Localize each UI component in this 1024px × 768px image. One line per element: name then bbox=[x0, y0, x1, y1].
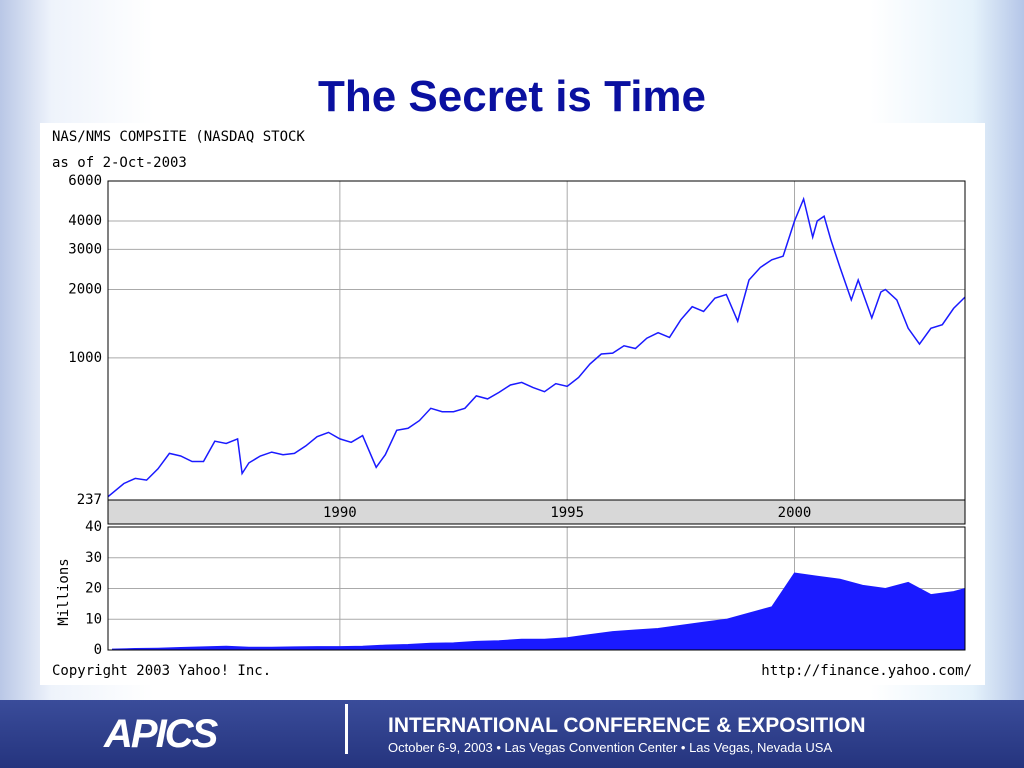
y-tick-label: 6000 bbox=[68, 173, 102, 189]
y-tick-label: 40 bbox=[85, 519, 102, 535]
y-tick-label: 20 bbox=[85, 581, 102, 597]
x-tick-label: 2000 bbox=[778, 505, 812, 521]
logo: APICS bbox=[104, 712, 218, 756]
plot-frame bbox=[107, 180, 966, 501]
footer-details: October 6-9, 2003 • Las Vegas Convention… bbox=[388, 740, 833, 755]
footer-heading: INTERNATIONAL CONFERENCE & EXPOSITION bbox=[388, 714, 866, 737]
y-tick-label: 30 bbox=[85, 550, 102, 566]
price-line bbox=[107, 196, 966, 498]
chart-title: NAS/NMS COMPSITE (NASDAQ STOCK bbox=[52, 129, 305, 145]
slide-title: The Secret is Time bbox=[317, 72, 707, 121]
volume-area bbox=[112, 572, 966, 651]
x-label-band bbox=[107, 499, 966, 525]
divider bbox=[345, 704, 348, 754]
chart-subtitle: as of 2-Oct-2003 bbox=[52, 155, 187, 171]
credit-left: Copyright 2003 Yahoo! Inc. bbox=[52, 663, 271, 679]
plot-frame bbox=[107, 526, 966, 651]
y-tick-label: 237 bbox=[77, 492, 102, 508]
y-tick-label: 1000 bbox=[68, 350, 102, 366]
x-tick-label: 1995 bbox=[550, 505, 584, 521]
chart: NAS/NMS COMPSITE (NASDAQ STOCK as of 2-O… bbox=[40, 123, 985, 685]
x-tick-label: 1990 bbox=[323, 505, 357, 521]
footer: APICS INTERNATIONAL CONFERENCE & EXPOSIT… bbox=[0, 700, 1024, 768]
y-tick-label: 3000 bbox=[68, 241, 102, 257]
credit-right: http://finance.yahoo.com/ bbox=[761, 663, 972, 679]
y-tick-label: 10 bbox=[85, 611, 102, 627]
y-tick-label: 0 bbox=[94, 642, 102, 658]
y-tick-label: 4000 bbox=[68, 213, 102, 229]
y-axis-label: Millions bbox=[56, 558, 72, 625]
y-tick-label: 2000 bbox=[68, 281, 102, 297]
